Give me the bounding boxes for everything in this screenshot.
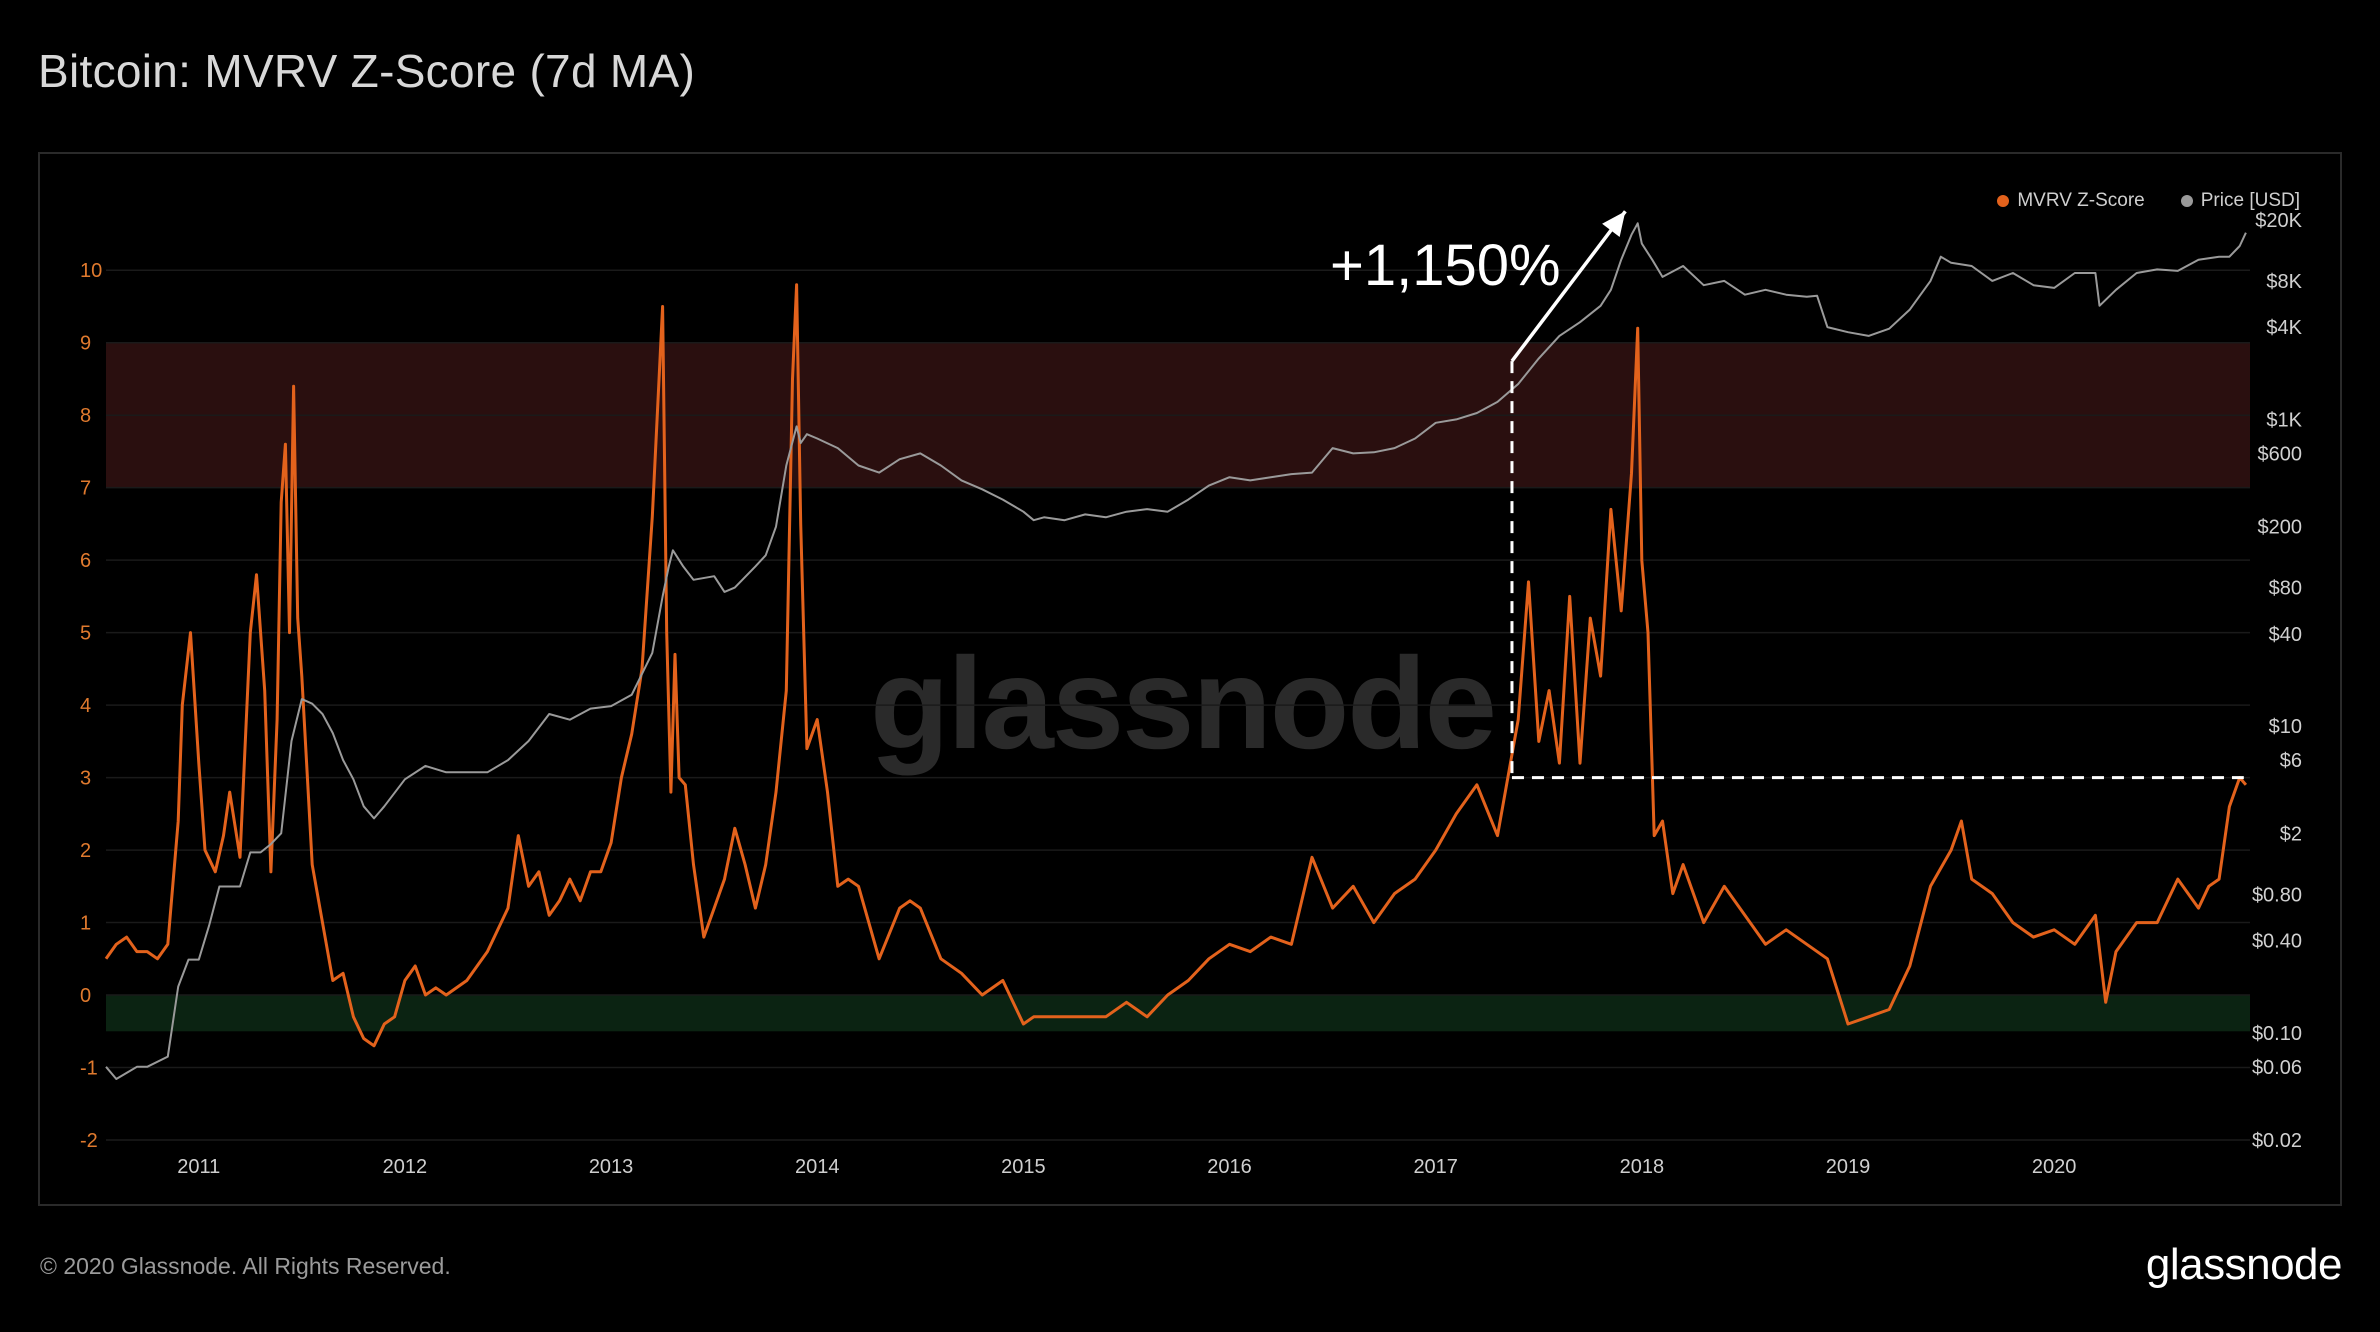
y-right-tick-label: $0.40 — [2252, 930, 2302, 952]
y-left-tick-label: 8 — [80, 405, 91, 427]
annotation-arrow-line — [1510, 210, 1627, 363]
copyright-text: © 2020 Glassnode. All Rights Reserved. — [40, 1253, 451, 1279]
chart-frame — [38, 152, 2342, 1206]
y-left-tick-label: 0 — [80, 985, 91, 1007]
annotation-percent: +1,150% — [1330, 233, 1561, 298]
y-right-tick-label: $600 — [2258, 443, 2303, 465]
x-tick-label: 2018 — [1620, 1156, 1665, 1178]
y-left-tick-label: 10 — [80, 260, 102, 282]
annotation-arrow-head — [1602, 211, 1626, 238]
y-left-tick-label: 3 — [80, 768, 91, 790]
y-right-tick-label: $0.10 — [2252, 1023, 2302, 1045]
y-right-tick-label: $0.80 — [2252, 884, 2302, 906]
y-left-tick-label: -1 — [80, 1058, 98, 1080]
x-tick-label: 2019 — [1826, 1156, 1871, 1178]
x-tick-label: 2017 — [1413, 1156, 1458, 1178]
y-left-tick-label: 1 — [80, 913, 91, 935]
x-tick-label: 2014 — [795, 1156, 840, 1178]
x-tick-label: 2011 — [177, 1156, 220, 1178]
legend-dot-price — [2180, 195, 2193, 207]
y-right-tick-label: $80 — [2269, 578, 2302, 600]
x-tick-label: 2020 — [2032, 1156, 2077, 1178]
y-right-tick-label: $40 — [2269, 624, 2302, 646]
x-tick-label: 2012 — [383, 1156, 428, 1178]
y-right-tick-label: $1K — [2266, 409, 2302, 431]
y-left-tick-label: 5 — [80, 623, 91, 645]
chart-title: Bitcoin: MVRV Z-Score (7d MA) — [38, 45, 696, 97]
band-bottom — [106, 995, 2250, 1032]
y-right-tick-label: $20K — [2255, 210, 2302, 232]
legend-label-price: Price [USD] — [2200, 190, 2300, 211]
zscore-series-line — [104, 283, 2248, 1048]
y-left-tick-label: 7 — [80, 478, 91, 500]
legend-label-zscore: MVRV Z-Score — [2017, 190, 2145, 211]
legend-item-zscore[interactable]: MVRV Z-Score — [1997, 190, 2145, 212]
y-left-tick-label: 2 — [80, 840, 91, 862]
price-series-line — [105, 222, 2247, 1080]
y-right-tick-label: $0.06 — [2252, 1057, 2302, 1079]
y-right-tick-label: $0.02 — [2252, 1130, 2302, 1152]
y-left-tick-label: 6 — [80, 550, 91, 572]
y-left-tick-label: 9 — [80, 333, 91, 355]
y-right-tick-label: $10 — [2269, 716, 2302, 738]
watermark-logo: glassnode — [870, 630, 1497, 776]
x-tick-label: 2015 — [1001, 1156, 1046, 1178]
brand-logo: glassnode — [2145, 1240, 2343, 1289]
legend-dot-zscore — [1997, 195, 2010, 207]
y-left-tick-label: -2 — [80, 1130, 98, 1152]
x-tick-label: 2016 — [1207, 1156, 1252, 1178]
y-left-tick-label: 4 — [80, 695, 91, 717]
y-right-tick-label: $200 — [2258, 517, 2303, 539]
chart-legend: MVRV Z-Score Price [USD] — [1997, 190, 2300, 212]
y-right-tick-label: $2 — [2280, 823, 2302, 845]
legend-item-price[interactable]: Price [USD] — [2180, 190, 2300, 212]
y-right-tick-label: $8K — [2266, 271, 2302, 293]
y-right-tick-label: $6 — [2280, 750, 2302, 772]
y-right-tick-label: $4K — [2266, 317, 2302, 339]
x-tick-label: 2013 — [589, 1156, 634, 1178]
